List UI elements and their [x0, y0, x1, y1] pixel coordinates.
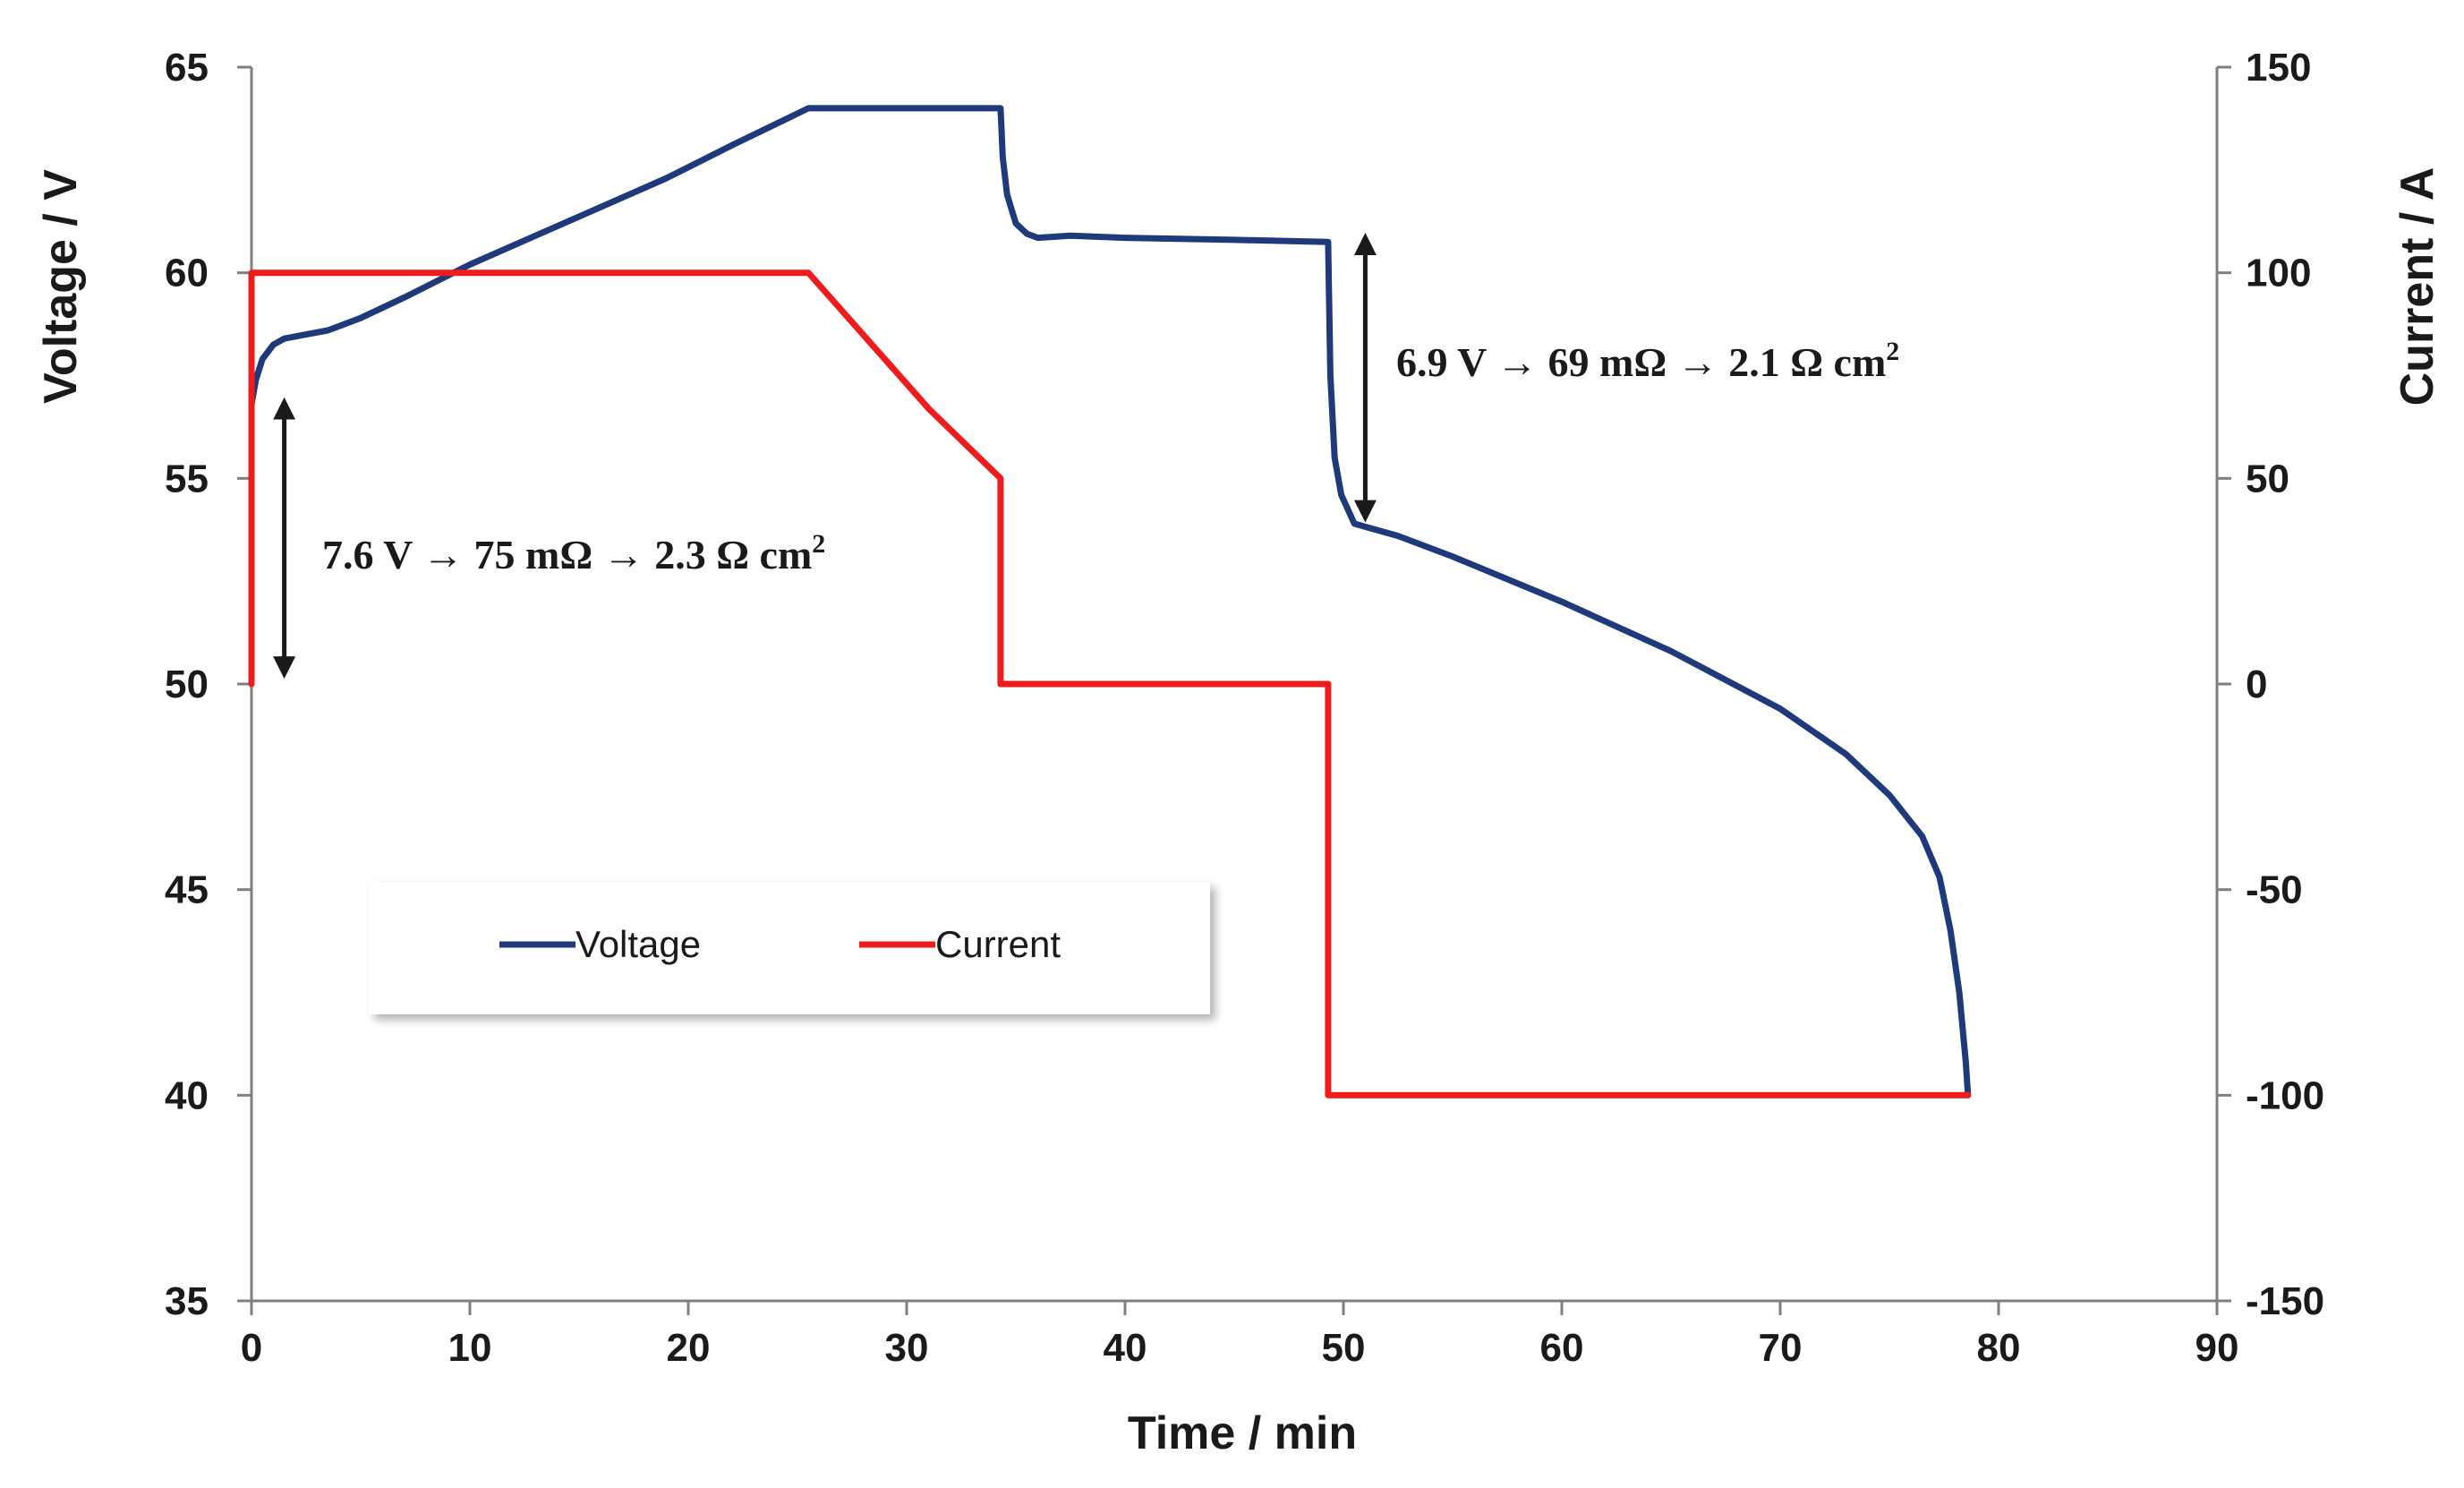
annotation-text: 6.9 V → 69 mΩ → 2.1 Ω cm2	[1396, 337, 1899, 385]
x-tick-label: 90	[2195, 1326, 2239, 1370]
x-axis-title: Time / min	[1128, 1407, 1357, 1459]
annotations: 7.6 V → 75 mΩ → 2.3 Ω cm2 6.9 V → 69 mΩ →…	[273, 233, 1899, 680]
x-tick-label: 70	[1759, 1326, 1803, 1370]
x-tick-label: 0	[241, 1326, 262, 1370]
series-voltage-line	[248, 105, 1972, 1099]
x-tick-label: 50	[1322, 1326, 1366, 1370]
x-tick-label: 80	[1977, 1326, 2021, 1370]
y2-tick-label: -150	[2246, 1279, 2324, 1323]
x-tick-label: 60	[1540, 1326, 1584, 1370]
y-tick-label: 60	[165, 252, 209, 295]
y2-tick-label: 100	[2246, 252, 2311, 295]
y-tick-label: 40	[165, 1073, 209, 1117]
legend-box	[369, 882, 1210, 1014]
y-tick-label: 45	[165, 868, 209, 912]
y-tick-label: 55	[165, 457, 209, 500]
plot-area: 0 10 20 30 40 50 60 70 80 90 35 40 45 50 55 60 65 -150 -10…	[165, 46, 2324, 1370]
series-current-line	[248, 269, 1972, 1099]
y-tick-label: 65	[165, 46, 209, 90]
legend: Voltage Current	[369, 882, 1210, 1014]
y2-tick-label: -100	[2246, 1073, 2324, 1117]
y2-tick-label: 0	[2246, 663, 2267, 706]
y2-tick-label: 50	[2246, 457, 2289, 500]
x-tick-label: 40	[1104, 1326, 1147, 1370]
y-tick-label: 35	[165, 1279, 209, 1323]
y-tick-label: 50	[165, 663, 209, 706]
y2-axis-title: Current / A	[2392, 167, 2443, 406]
y2-tick-label: 150	[2246, 46, 2311, 90]
x-tick-label: 20	[667, 1326, 711, 1370]
annotation-text: 7.6 V → 75 mΩ → 2.3 Ω cm2	[322, 529, 825, 577]
x-tick-label: 10	[448, 1326, 492, 1370]
legend-label-current: Current	[935, 923, 1061, 965]
legend-label-voltage: Voltage	[576, 923, 701, 965]
y-axis-title: Voltage / V	[35, 169, 87, 404]
x-tick-label: 30	[885, 1326, 929, 1370]
y2-tick-label: -50	[2246, 868, 2303, 912]
